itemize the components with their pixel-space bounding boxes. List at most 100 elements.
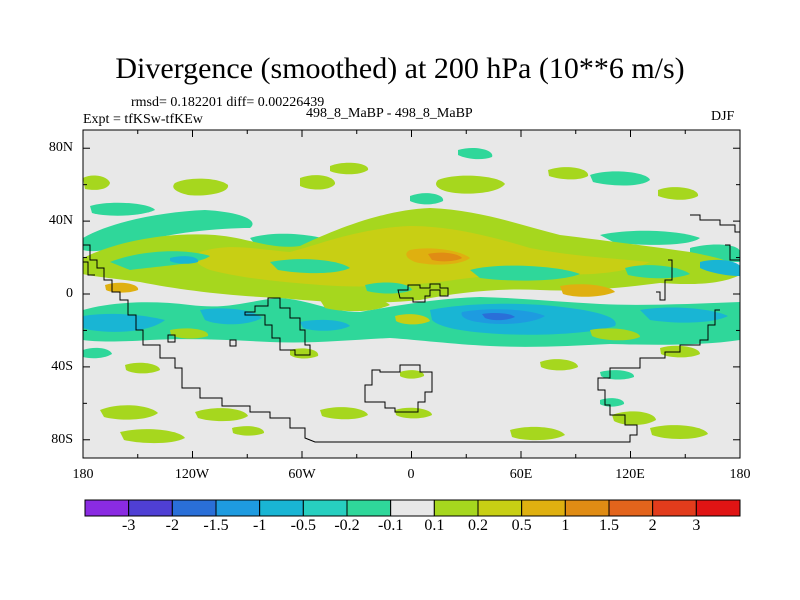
- contour-region: [600, 370, 635, 380]
- y-tick-label: 80N: [48, 140, 73, 155]
- contour-fields: [83, 147, 740, 444]
- contour-region: [510, 426, 565, 441]
- coastline: [364, 364, 433, 413]
- contour-region: [365, 282, 412, 294]
- colorbar-swatch: [608, 499, 654, 517]
- stats-text: rmsd= 0.182201 diff= 0.00226439: [131, 95, 325, 110]
- x-tick-label: 180: [729, 467, 751, 482]
- colorbar-swatch: [521, 499, 566, 517]
- colorbar: [84, 499, 741, 517]
- contour-region: [600, 230, 700, 245]
- contour-region: [320, 407, 368, 420]
- colorbar-swatch: [695, 499, 741, 517]
- contour-region: [83, 210, 253, 252]
- coastline: [656, 259, 673, 301]
- contour-region: [400, 370, 425, 379]
- colorbar-swatch: [390, 499, 435, 517]
- contour-region: [658, 187, 699, 200]
- season-label: DJF: [711, 109, 735, 124]
- colorbar-swatch: [171, 499, 217, 517]
- contour-region: [125, 362, 160, 374]
- colorbar-swatch: [259, 499, 304, 517]
- contour-region: [458, 147, 493, 160]
- coastline: [725, 244, 740, 261]
- colorbar-label: -2: [165, 517, 179, 534]
- y-tick-label: 40S: [51, 359, 73, 374]
- contour-region: [395, 314, 430, 325]
- colorbar-swatch: [302, 499, 348, 517]
- contour-region: [90, 202, 155, 216]
- contour-region: [83, 175, 110, 190]
- x-tick-label: 0: [407, 467, 415, 482]
- experiment-text: Expt = tfKSw-tfKEw: [83, 112, 203, 127]
- coastline: [397, 283, 449, 303]
- x-tick-label: 180: [72, 467, 94, 482]
- contour-region: [650, 425, 708, 439]
- colorbar-swatch: [128, 499, 173, 517]
- contour-region: [625, 265, 690, 279]
- contour-region: [640, 307, 728, 323]
- coastline: [83, 244, 720, 443]
- chart-title: Divergence (smoothed) at 200 hPa (10**6 …: [115, 52, 685, 85]
- coastlines: [83, 214, 740, 443]
- colorbar-label: -0.5: [290, 517, 316, 534]
- colorbar-label: 0.2: [468, 517, 488, 534]
- coastline: [244, 297, 311, 356]
- contour-region: [540, 359, 578, 371]
- colorbar-label: -3: [121, 517, 136, 534]
- contour-region: [100, 405, 158, 420]
- x-tick-label: 120W: [174, 467, 210, 482]
- contour-region: [436, 175, 505, 194]
- colorbar-label: 1: [561, 517, 570, 534]
- coastline: [167, 334, 176, 343]
- contour-region: [560, 284, 615, 297]
- colorbar-swatch: [433, 499, 479, 517]
- colorbar-label: -0.1: [377, 517, 404, 534]
- x-tick-label: 60W: [288, 467, 316, 482]
- contour-region: [195, 408, 248, 422]
- coastline: [229, 339, 237, 347]
- contour-region: [470, 265, 580, 281]
- contour-region: [290, 348, 319, 359]
- contour-region: [110, 251, 210, 270]
- contour-region: [482, 313, 515, 321]
- colorbar-label: 0.1: [424, 517, 445, 534]
- colorbar-label: -0.2: [334, 517, 360, 534]
- contour-region: [300, 319, 350, 331]
- colorbar-swatch: [564, 499, 610, 517]
- colorbar-swatch: [346, 499, 392, 517]
- contour-region: [590, 171, 650, 186]
- colorbar-label: -1.5: [203, 517, 229, 534]
- contour-region: [83, 347, 112, 359]
- colorbar-swatch: [215, 499, 261, 517]
- x-tick-label: 60E: [509, 467, 533, 482]
- contour-region: [548, 167, 589, 180]
- contour-region: [428, 252, 462, 262]
- colorbar-label: 0.5: [511, 517, 532, 534]
- contour-region: [700, 259, 740, 276]
- contour-region: [170, 256, 199, 264]
- x-tick-label: 120E: [615, 467, 645, 482]
- colorbar-swatch: [477, 499, 523, 517]
- contour-region: [410, 193, 444, 205]
- contour-region: [300, 175, 336, 190]
- colorbar-label: -1: [252, 517, 267, 534]
- contour-region: [173, 178, 229, 196]
- contour-region: [320, 295, 390, 312]
- y-tick-label: 80S: [51, 432, 73, 447]
- colorbar-label: 1.5: [599, 517, 619, 534]
- contour-region: [395, 407, 432, 419]
- tick-marks: [82, 130, 741, 458]
- contour-region: [170, 328, 209, 339]
- contour-region: [232, 426, 265, 436]
- coastline: [690, 214, 740, 233]
- contour-region: [83, 313, 165, 332]
- contour-region: [590, 328, 640, 341]
- colorbar-swatch: [652, 499, 697, 517]
- colorbar-label: 2: [648, 517, 657, 534]
- contour-region: [270, 259, 350, 274]
- colorbar-swatch: [84, 499, 130, 517]
- contour-region: [105, 282, 139, 293]
- colorbar-label: 3: [692, 517, 701, 534]
